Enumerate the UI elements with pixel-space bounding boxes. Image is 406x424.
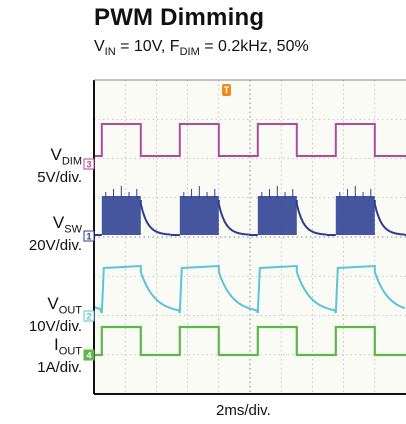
svg-text:T: T — [224, 85, 230, 95]
trace-vout — [93, 264, 406, 314]
channel-marker-4: 4 — [83, 349, 95, 361]
channel-marker-box — [83, 158, 95, 170]
trace-vsw-burst — [257, 196, 297, 235]
chart-title: PWM Dimming — [94, 4, 265, 31]
trace-vsw-decay — [217, 200, 249, 236]
channel-marker-box — [83, 230, 95, 242]
channel-label-iout: IOUT 1A/div. — [37, 335, 82, 377]
trigger-marker: T — [222, 84, 231, 96]
chart-subtitle: VIN = 10V, FDIM = 0.2kHz, 50% — [94, 38, 309, 59]
channel-marker-box — [83, 310, 95, 322]
trace-vsw-burst — [179, 196, 219, 235]
trace-vsw-burst — [335, 196, 375, 235]
channel-scale-vsw: 20V/div. — [28, 237, 82, 255]
channel-scale-vdim: 5V/div. — [37, 169, 82, 187]
trace-vsw-decay — [373, 200, 405, 236]
channel-scale-vout: 10V/div. — [28, 318, 82, 336]
channel-marker-box — [83, 349, 95, 361]
channel-marker-number: 3 — [86, 160, 91, 170]
channel-marker-2: 2 — [83, 310, 95, 322]
channel-scale-iout: 1A/div. — [37, 359, 82, 377]
channel-marker-number: 4 — [86, 351, 91, 361]
trace-iout — [94, 325, 406, 357]
channel-label-vout: VOUT 10V/div. — [28, 294, 82, 336]
scope-traces — [93, 123, 406, 357]
channel-label-vsw: VSW 20V/div. — [28, 213, 82, 255]
channel-marker-number: 2 — [86, 312, 91, 322]
channel-marker-number: 1 — [86, 232, 91, 242]
trace-vsw-decay — [295, 200, 327, 236]
trace-vsw-burst — [101, 196, 141, 235]
x-axis-label: 2ms/div. — [216, 402, 271, 419]
trace-vdim — [94, 123, 406, 157]
channel-label-vdim: VDIM 5V/div. — [37, 145, 82, 187]
channel-marker-1: 1 — [83, 230, 95, 242]
trace-vsw-decay — [139, 200, 171, 236]
channel-marker-3: 3 — [83, 158, 95, 170]
